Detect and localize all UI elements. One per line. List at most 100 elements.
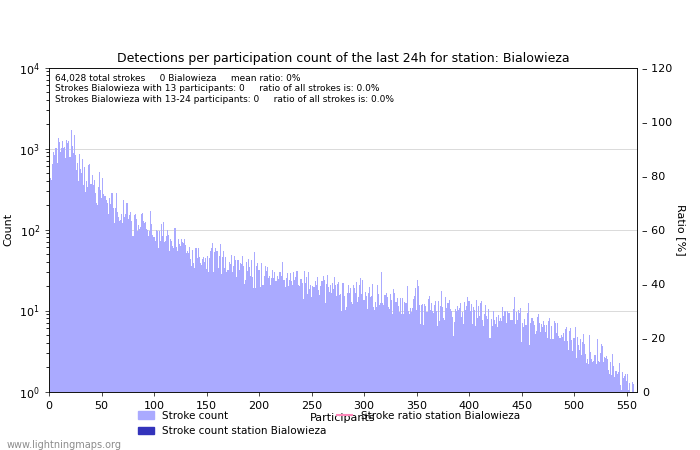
Bar xyxy=(228,270,229,450)
Bar xyxy=(565,329,566,450)
Bar xyxy=(296,271,297,450)
Bar xyxy=(579,351,580,450)
Bar xyxy=(85,192,86,450)
Bar xyxy=(331,293,332,450)
Bar xyxy=(587,359,588,450)
Bar xyxy=(376,307,377,450)
Bar xyxy=(216,251,218,450)
Bar xyxy=(428,296,430,450)
Bar xyxy=(370,297,371,450)
Bar xyxy=(451,311,452,450)
Bar xyxy=(140,227,141,450)
Bar xyxy=(460,303,461,450)
Bar xyxy=(166,236,167,450)
Bar xyxy=(334,277,335,450)
Bar xyxy=(546,325,547,450)
Bar xyxy=(562,337,563,450)
Bar xyxy=(567,341,568,450)
Bar xyxy=(523,327,524,450)
Bar xyxy=(231,256,232,450)
Bar xyxy=(163,222,164,450)
Bar xyxy=(537,317,538,450)
Bar xyxy=(484,314,485,450)
Bar xyxy=(318,290,319,450)
Bar xyxy=(605,358,606,450)
Bar xyxy=(340,294,342,450)
Bar xyxy=(80,169,81,450)
Bar xyxy=(526,325,527,450)
Bar xyxy=(293,272,294,450)
Bar xyxy=(98,187,99,450)
Bar xyxy=(631,392,632,450)
Bar xyxy=(290,273,291,450)
Bar xyxy=(251,260,252,450)
Bar xyxy=(120,220,121,450)
Bar xyxy=(634,392,636,450)
Bar xyxy=(630,392,631,450)
Bar xyxy=(496,317,497,450)
Bar xyxy=(582,342,583,450)
Bar xyxy=(124,216,125,450)
Bar xyxy=(419,306,420,450)
Bar xyxy=(335,285,336,450)
Bar xyxy=(50,180,52,450)
Bar xyxy=(357,302,358,450)
Bar xyxy=(141,214,142,450)
Bar xyxy=(489,338,491,450)
Bar xyxy=(102,178,103,450)
Bar xyxy=(284,280,285,450)
Bar xyxy=(172,246,174,450)
Bar xyxy=(275,281,276,450)
Bar xyxy=(444,320,445,450)
Bar xyxy=(99,171,100,450)
Bar xyxy=(125,214,126,450)
Bar xyxy=(61,148,62,450)
Bar xyxy=(564,341,565,450)
Bar xyxy=(575,358,577,450)
Bar xyxy=(308,272,309,450)
Bar xyxy=(59,141,60,450)
Bar xyxy=(359,285,360,450)
Bar xyxy=(543,321,544,450)
Bar xyxy=(264,276,265,450)
Bar xyxy=(449,309,451,450)
Bar xyxy=(246,262,247,450)
Bar xyxy=(232,272,233,450)
Bar xyxy=(441,291,442,450)
Bar xyxy=(134,214,136,450)
Bar xyxy=(615,371,617,450)
Bar xyxy=(524,319,525,450)
Bar xyxy=(291,281,292,450)
Bar xyxy=(384,296,386,450)
Bar xyxy=(422,303,423,450)
Bar xyxy=(443,318,444,450)
Bar xyxy=(186,253,187,450)
Bar xyxy=(342,283,344,450)
Bar xyxy=(592,362,594,450)
Bar xyxy=(94,180,95,450)
Bar xyxy=(473,307,474,450)
Bar xyxy=(398,306,399,450)
Bar xyxy=(73,153,74,450)
Bar xyxy=(256,266,258,450)
Bar xyxy=(168,235,169,450)
Bar xyxy=(160,241,161,450)
Bar xyxy=(146,229,147,450)
Bar xyxy=(116,193,117,450)
Bar xyxy=(247,271,248,450)
Bar xyxy=(245,280,246,450)
Bar xyxy=(571,340,573,450)
Bar xyxy=(206,269,207,450)
Bar xyxy=(55,148,56,450)
Bar xyxy=(189,248,190,450)
Bar xyxy=(287,273,288,450)
Bar xyxy=(109,198,111,450)
Bar xyxy=(372,284,373,450)
Bar xyxy=(117,212,118,450)
Bar xyxy=(487,319,489,450)
Bar xyxy=(268,278,269,450)
Bar xyxy=(481,301,482,450)
Bar xyxy=(375,302,376,450)
Bar xyxy=(437,326,438,450)
Bar xyxy=(541,324,542,450)
